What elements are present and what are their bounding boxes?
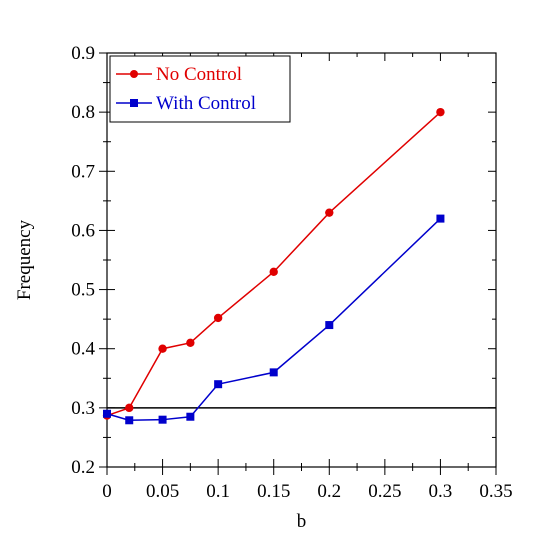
legend-label: No Control: [156, 64, 242, 85]
series-line: [106, 218, 441, 422]
x-tick-label: 0: [102, 481, 112, 502]
x-tick-label: 0.3: [429, 481, 453, 502]
data-point: [269, 368, 278, 377]
legend-item-with-control: With Control: [116, 93, 256, 114]
data-point: [436, 214, 445, 223]
legend-box: [109, 55, 291, 123]
legend-label: With Control: [156, 93, 256, 114]
y-tick-label: 0.9: [71, 43, 95, 64]
x-tick-label: 0.05: [146, 481, 179, 502]
data-point: [186, 412, 195, 421]
y-tick-label: 0.8: [71, 102, 95, 123]
y-tick-label: 0.3: [71, 398, 95, 419]
x-tick-label: 0.1: [206, 481, 230, 502]
data-point: [436, 107, 445, 117]
y-tick-label: 0.6: [71, 220, 95, 241]
y-axis-label: Frequency: [14, 219, 35, 300]
y-axis: 0.2 0.3 0.4 0.5 0.6 0.7 0.8 0.9: [71, 43, 496, 478]
legend-item-no-control: No Control: [116, 64, 242, 85]
x-tick-label: 0.2: [317, 481, 341, 502]
data-point: [325, 321, 334, 330]
data-point: [186, 338, 195, 347]
x-axis-label: b: [297, 511, 307, 532]
series-line: [106, 111, 441, 417]
legend-marker-circle: [130, 70, 138, 78]
series-layer: [102, 107, 445, 425]
x-axis: 0 0.05 0.1 0.15 0.2 0.25 0.3 0.35: [102, 53, 513, 502]
data-point: [103, 409, 111, 418]
data-point: [325, 208, 334, 217]
x-tick-label: 0.35: [479, 481, 512, 502]
legend-marker-square: [130, 99, 138, 107]
data-point: [158, 415, 167, 424]
data-point: [125, 416, 134, 425]
data-point: [214, 380, 223, 389]
y-tick-label: 0.5: [71, 280, 95, 301]
data-point: [125, 403, 134, 413]
x-tick-label: 0.15: [257, 481, 290, 502]
x-tick-label: 0.25: [368, 481, 401, 502]
data-point: [158, 344, 167, 353]
data-point: [213, 313, 223, 323]
data-point: [269, 267, 278, 277]
y-tick-label: 0.4: [71, 339, 95, 360]
legend: No Control With Control: [109, 55, 291, 123]
y-tick-label: 0.7: [71, 161, 95, 182]
series-with-control: [103, 214, 445, 425]
y-tick-label: 0.2: [71, 457, 95, 478]
